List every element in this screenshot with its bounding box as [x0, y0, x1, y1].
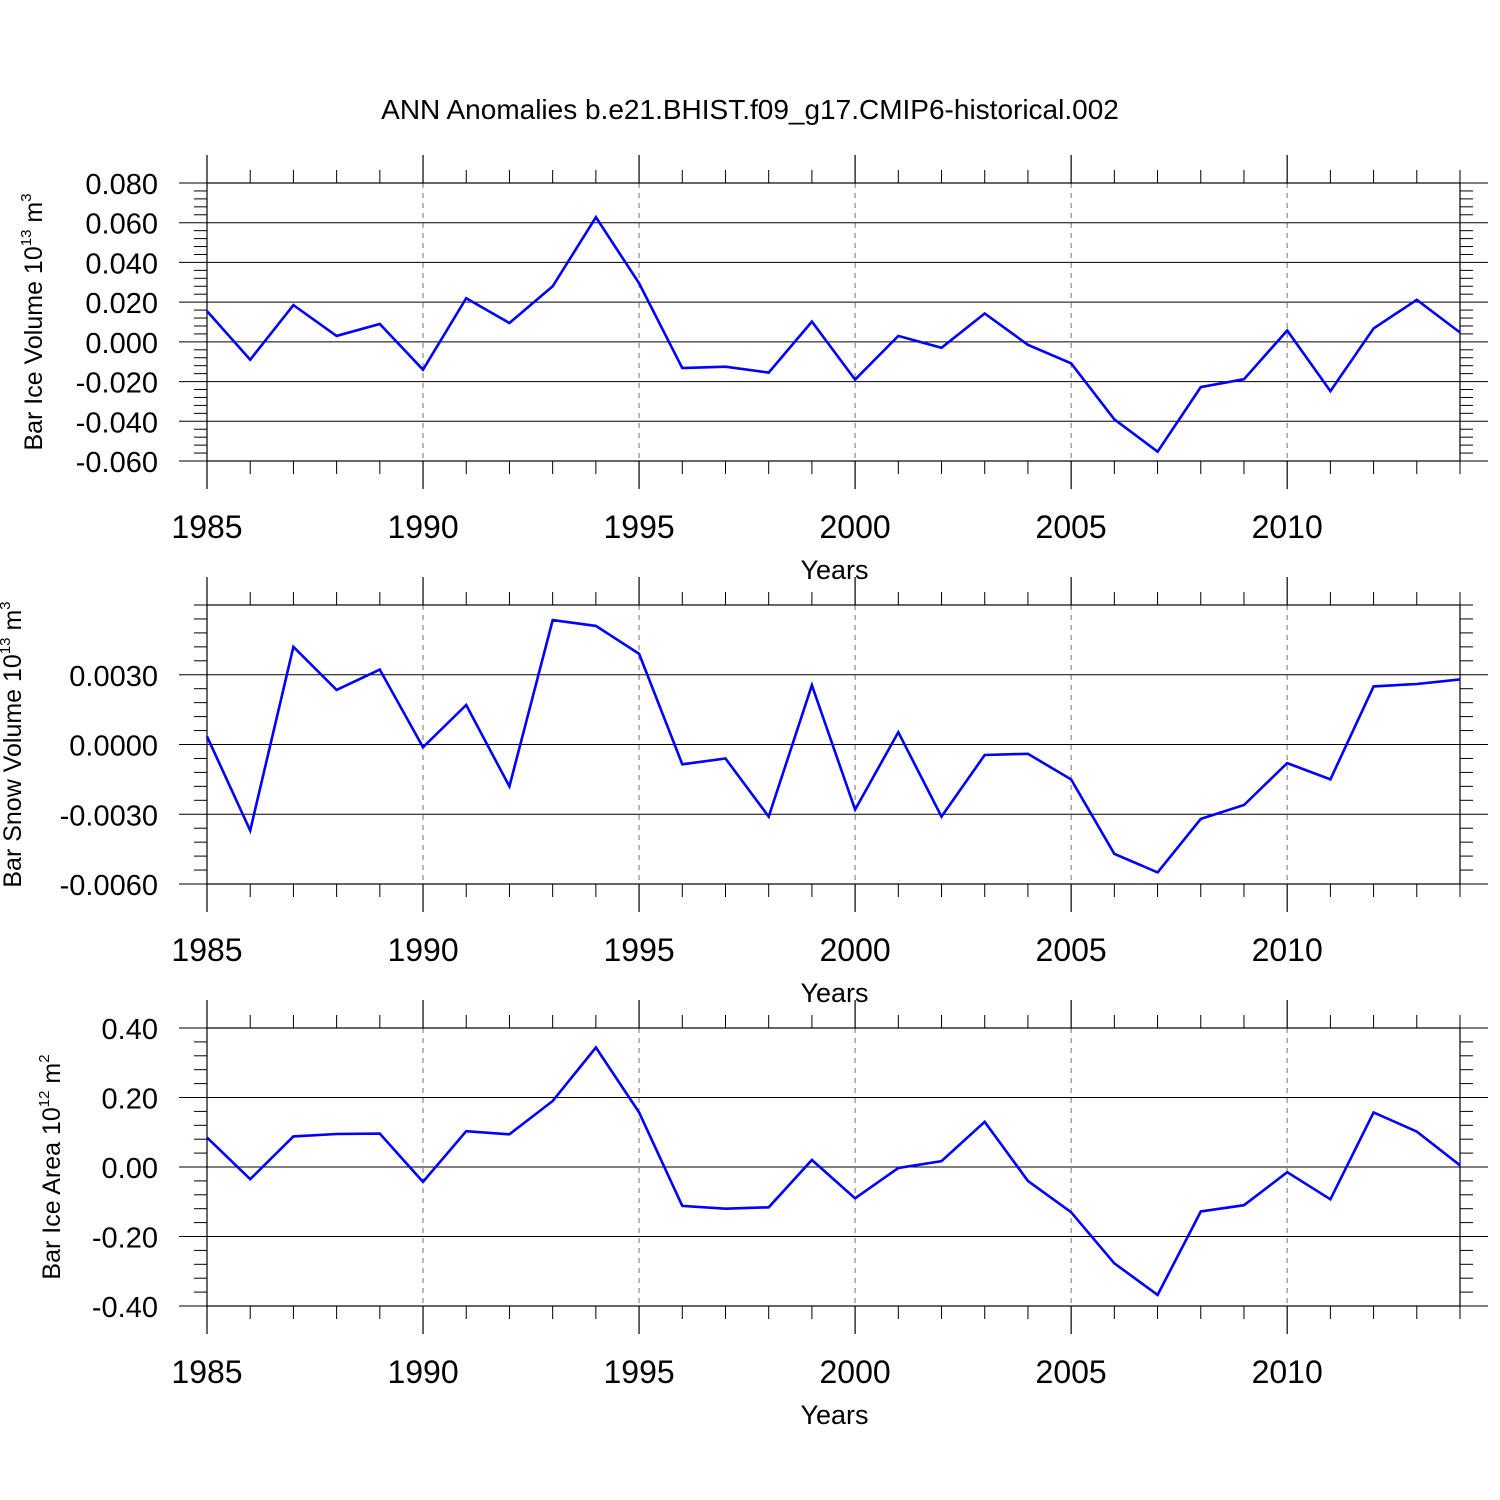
y-axis-label-text: m — [0, 610, 27, 638]
x-tick-label: 1995 — [603, 1354, 674, 1390]
data-series-line — [206, 214, 1461, 454]
panel-3: -0.40 -0.20 0.00 0.20 0.40 1985 1990 1995 2000 20… — [36, 1000, 1488, 1430]
x-axis-label: Years — [800, 978, 868, 1008]
y-axis-label-superscript: 2 — [36, 1054, 53, 1062]
x-tick-label: 2010 — [1252, 509, 1323, 545]
x-axis-label: Years — [800, 1400, 868, 1430]
x-tick-label: 2010 — [1252, 932, 1323, 968]
y-tick-label: 0.060 — [85, 209, 158, 241]
x-tick-label: 2005 — [1036, 509, 1107, 545]
y-axis-label-text: m — [38, 1063, 66, 1091]
panel-1: -0.060 -0.040 -0.020 0.000 0.020 0.040 0.060 0.… — [18, 155, 1488, 585]
y-tick-label: -0.020 — [76, 368, 158, 400]
y-tick-label: -0.40 — [92, 1292, 158, 1324]
y-axis-label-superscript: 13 — [0, 637, 14, 654]
y-axis-label-text: Bar Ice Area 10 — [38, 1107, 66, 1279]
y-tick-label: 0.000 — [85, 328, 158, 360]
y-tick-label: 0.20 — [102, 1084, 158, 1116]
chart-title: ANN Anomalies b.e21.BHIST.f09_g17.CMIP6-… — [381, 94, 1119, 125]
plot-frame — [206, 182, 1461, 462]
data-series-line — [206, 1045, 1461, 1297]
x-axis-label: Years — [800, 555, 868, 585]
y-axis-label-text: m — [20, 202, 48, 230]
y-tick-label: 0.020 — [85, 288, 158, 320]
y-tick-label: 0.0000 — [69, 731, 158, 763]
y-tick-label: -0.20 — [92, 1223, 158, 1255]
y-tick-label: -0.060 — [76, 447, 158, 479]
x-tick-label: 1990 — [387, 509, 458, 545]
y-axis-label-superscript: 13 — [18, 230, 35, 247]
y-tick-label: 0.00 — [102, 1153, 158, 1185]
y-tick-label: -0.0060 — [60, 870, 158, 902]
y-axis-label-text: Bar Ice Volume 10 — [20, 246, 48, 450]
y-axis-label: Bar Ice Area 1012 m2 — [36, 1054, 66, 1279]
x-tick-label: 2000 — [820, 932, 891, 968]
x-tick-label: 2005 — [1036, 1354, 1107, 1390]
y-axis-label-superscript: 3 — [18, 193, 35, 201]
x-tick-label: 2000 — [820, 509, 891, 545]
y-axis-label-superscript: 3 — [0, 601, 14, 609]
x-tick-label: 1995 — [603, 509, 674, 545]
y-tick-label: -0.0030 — [60, 800, 158, 832]
y-axis-label: Bar Ice Volume 1013 m3 — [18, 193, 48, 450]
x-tick-label: 1990 — [387, 1354, 458, 1390]
y-axis-label: Bar Snow Volume 1013 m3 — [0, 601, 27, 887]
x-tick-label: 2005 — [1036, 932, 1107, 968]
x-tick-label: 1990 — [387, 932, 458, 968]
panel-2: -0.0060 -0.0030 0.0000 0.0030 1985 1990 1995 20… — [0, 577, 1488, 1008]
x-tick-label: 1985 — [171, 509, 242, 545]
y-tick-label: 0.080 — [85, 169, 158, 201]
y-tick-label: 0.040 — [85, 248, 158, 280]
x-tick-label: 1985 — [171, 1354, 242, 1390]
x-tick-label: 1995 — [603, 932, 674, 968]
y-axis-label-text: Bar Snow Volume 10 — [0, 654, 27, 887]
x-tick-label: 2010 — [1252, 1354, 1323, 1390]
y-axis-label-superscript: 12 — [36, 1091, 53, 1108]
y-tick-label: 0.0030 — [69, 661, 158, 693]
y-tick-label: -0.040 — [76, 407, 158, 439]
x-tick-label: 2000 — [820, 1354, 891, 1390]
data-series-line — [205, 618, 1461, 874]
y-tick-label: 0.40 — [102, 1014, 158, 1046]
x-tick-label: 1985 — [171, 932, 242, 968]
